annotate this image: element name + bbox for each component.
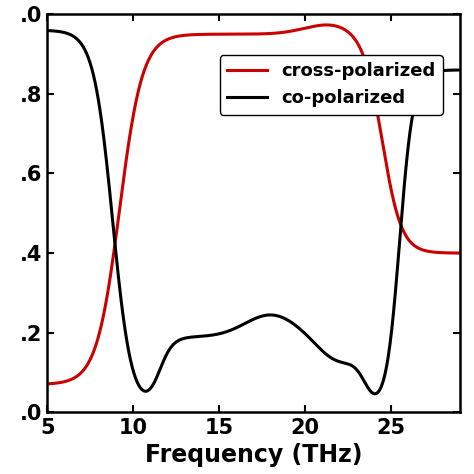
co-polarized xyxy=(374,391,380,396)
cross-polarized xyxy=(366,73,372,78)
Legend: cross-polarized, co-polarized: cross-polarized, co-polarized xyxy=(219,55,443,115)
cross-polarized xyxy=(87,358,92,364)
co-polarized xyxy=(45,27,50,33)
cross-polarized xyxy=(211,31,217,37)
co-polarized xyxy=(211,332,217,337)
co-polarized xyxy=(372,391,378,397)
co-polarized xyxy=(328,355,333,360)
cross-polarized xyxy=(328,22,334,28)
cross-polarized xyxy=(45,381,50,387)
cross-polarized xyxy=(226,31,232,37)
X-axis label: Frequency (THz): Frequency (THz) xyxy=(145,444,362,467)
cross-polarized xyxy=(457,250,463,256)
co-polarized xyxy=(87,58,92,64)
Line: co-polarized: co-polarized xyxy=(47,30,460,394)
co-polarized xyxy=(457,67,463,73)
co-polarized xyxy=(226,328,232,334)
Line: cross-polarized: cross-polarized xyxy=(47,25,460,384)
cross-polarized xyxy=(374,107,380,113)
co-polarized xyxy=(366,386,372,392)
cross-polarized xyxy=(324,22,329,28)
